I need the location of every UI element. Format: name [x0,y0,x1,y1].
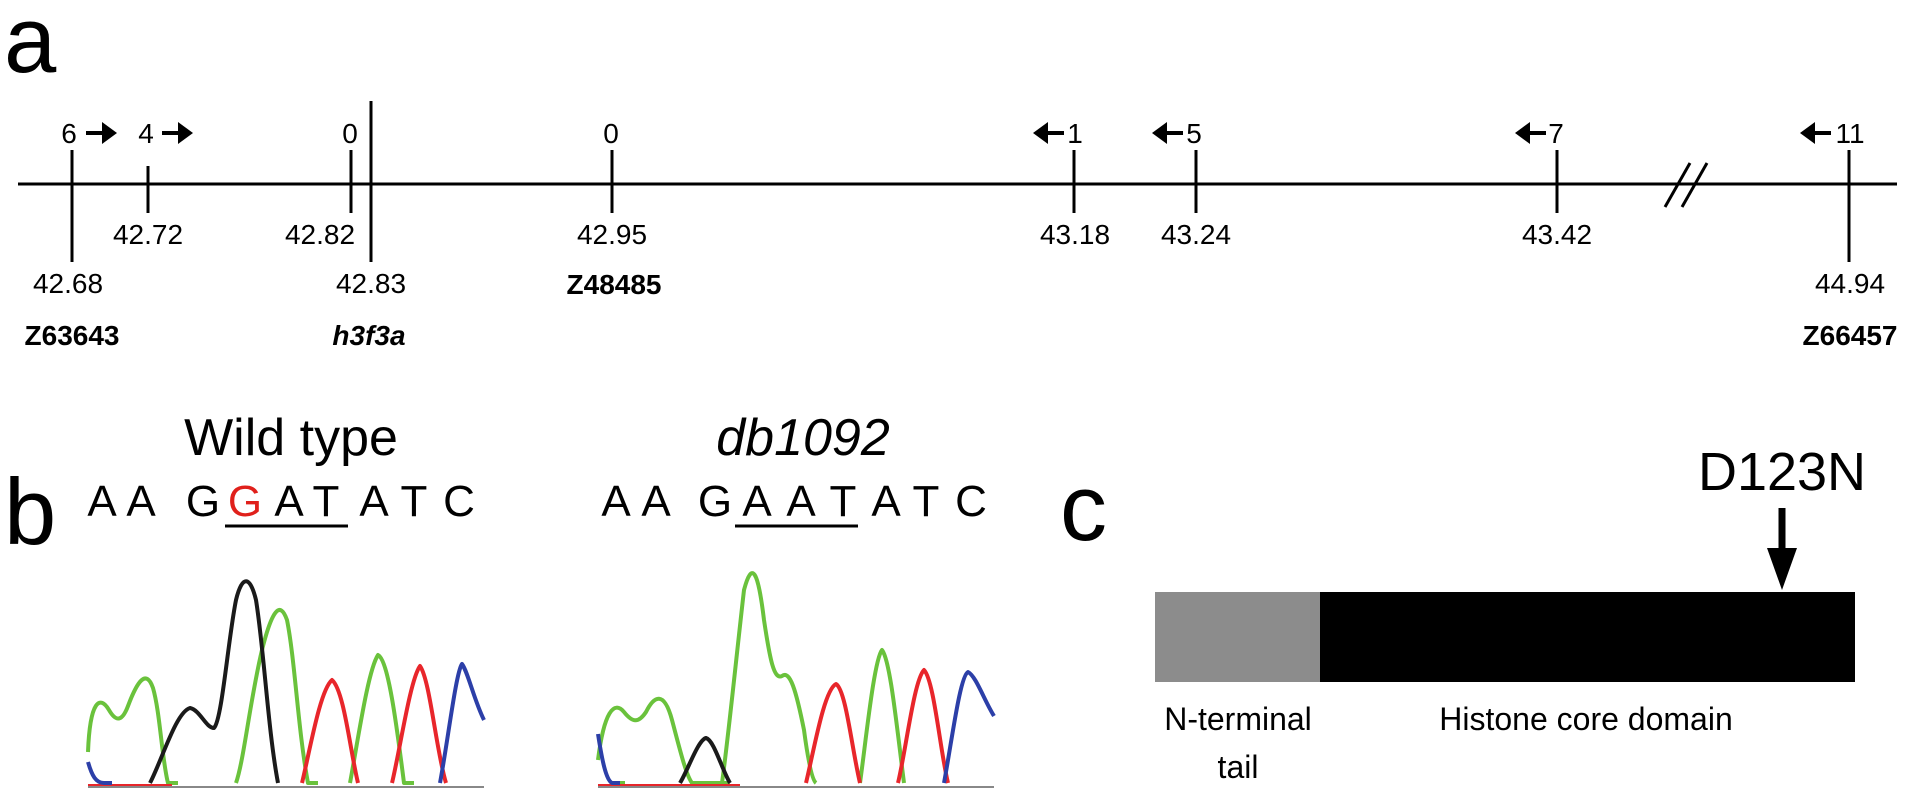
histone-core-label: Histone core domain [1439,701,1732,737]
locus-44-94: 11 44.94 Z66457 [1800,118,1897,351]
arrow-right-icon [86,122,117,144]
panel-letter-a: a [4,0,57,92]
arrow-left-icon [1515,122,1546,144]
wild-type-sequence: A A G G A T A T C [87,477,475,528]
n-terminal-label: N-terminal [1164,701,1312,737]
trace-a [86,608,625,785]
mutated-base-letter: G [228,477,262,526]
mutant-trace [596,571,996,788]
position-label: 42.95 [577,219,647,250]
base-letter: A [274,477,304,526]
position-label: 42.82 [285,219,355,250]
position-label: 43.18 [1040,219,1110,250]
mutated-base-letter: A [742,477,772,526]
base-letter: A [641,477,671,526]
arrow-left-icon [1800,122,1831,144]
wild-type-trace [86,579,625,788]
locus-42-72: 4 42.72 [113,118,193,250]
mutation-label: D123N [1698,442,1866,502]
recombinant-count: 4 [138,118,154,149]
n-terminal-tail-domain [1155,592,1322,682]
base-letter: A [126,477,156,526]
position-label: 42.72 [113,219,183,250]
base-letter: G [698,477,732,526]
trace-c [86,662,486,785]
locus-h3f3a: 42.83 h3f3a [332,101,406,351]
axis-break-mark [1680,162,1709,208]
marker-label: Z48485 [567,269,662,300]
panel-a: a 6 42.68 Z63643 4 42.72 [4,0,1897,351]
recombinant-count: 5 [1186,118,1202,149]
mutant-sequence: A A G A A T A T C [601,477,987,528]
panel-b: b Wild type A A G G A T A T C [4,409,996,788]
n-terminal-label-line2: tail [1218,749,1259,785]
base-letter: T [830,477,857,526]
recombinant-count: 6 [61,118,77,149]
recombinant-count: 1 [1067,118,1083,149]
marker-label: Z63643 [25,320,120,351]
base-letter: A [601,477,631,526]
mutant-chromatogram: db1092 A A G A A T A T C [596,409,996,788]
panel-letter-b: b [4,459,56,564]
trace-a [596,571,906,785]
trace-g [678,736,732,785]
gene-label: h3f3a [332,320,405,351]
position-label: 42.68 [33,268,103,299]
arrow-left-icon [1033,122,1064,144]
locus-42-95: 0 42.95 Z48485 [567,118,662,300]
axis-break-mark [1663,162,1692,208]
locus-42-82: 0 42.82 [285,118,358,250]
wild-type-title: Wild type [184,409,398,467]
base-letter: T [913,477,940,526]
wild-type-chromatogram: Wild type A A G G A T A T C [86,409,625,788]
base-letter: A [871,477,901,526]
arrow-right-icon [162,122,193,144]
recombinant-count: 11 [1835,118,1864,149]
mutant-title: db1092 [716,409,890,467]
locus-43-24: 5 43.24 [1152,118,1231,250]
trace-c [596,670,996,785]
recombinant-count: 7 [1548,118,1564,149]
base-letter: T [401,477,428,526]
recombinant-count: 0 [603,118,619,149]
position-label: 44.94 [1815,268,1885,299]
base-letter: C [955,477,987,526]
base-letter: A [786,477,816,526]
marker-label: Z66457 [1803,320,1898,351]
base-letter: G [186,477,220,526]
locus-43-18: 1 43.18 [1033,118,1110,250]
position-label: 43.42 [1522,219,1592,250]
arrow-left-icon [1152,122,1183,144]
base-letter: A [359,477,389,526]
locus-43-42: 7 43.42 [1515,118,1592,250]
position-label: 42.83 [336,268,406,299]
base-letter: C [443,477,475,526]
base-letter: T [313,477,340,526]
base-letter: A [87,477,117,526]
locus-42-68: 6 42.68 Z63643 [25,118,120,351]
panel-letter-c: c [1060,455,1107,560]
arrow-down-icon [1767,508,1797,590]
histone-core-domain [1320,592,1855,682]
panel-c: c D123N N-terminal tail Histone core dom… [1060,442,1866,785]
position-label: 43.24 [1161,219,1231,250]
trace-g [148,579,280,784]
recombinant-count: 0 [342,118,358,149]
